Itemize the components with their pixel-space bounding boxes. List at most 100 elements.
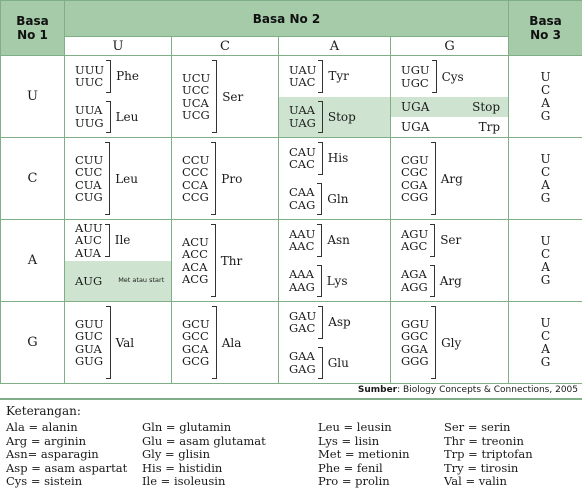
- codon: CUC: [75, 165, 103, 179]
- codon-list: CAU CAC: [289, 146, 318, 171]
- codon: CGU: [401, 152, 429, 167]
- third-base: U: [540, 69, 551, 84]
- first-base-u: U: [0, 55, 65, 138]
- amino-acid: Arg: [439, 273, 462, 288]
- third-base: C: [540, 82, 551, 97]
- amino-acid: Pro: [221, 171, 243, 186]
- amino-acid: Stop: [327, 109, 356, 124]
- amino-acid: Leu: [115, 171, 138, 186]
- amino-acid: Asp: [328, 315, 351, 330]
- codon: UGC: [401, 75, 429, 90]
- third-base: G: [540, 272, 551, 287]
- first-base-c: C: [0, 137, 65, 220]
- codon: CAA: [289, 185, 315, 200]
- third-base: A: [541, 341, 550, 356]
- codon-cell: GGU GGC GGA GGG Gly: [389, 301, 510, 384]
- codon: GGC: [401, 329, 429, 343]
- amino-acid: Cys: [441, 69, 464, 84]
- codon-bracket: [317, 182, 323, 215]
- legend-item: Leu = leusin: [318, 420, 392, 434]
- source-label: Sumber: [357, 385, 398, 395]
- codon-bracket: [317, 100, 323, 133]
- codon-list: GCU GCC GCA GCG: [182, 316, 212, 368]
- legend-item: Trp = triptofan: [444, 447, 533, 461]
- legend-item: Asn= asparagin: [6, 447, 99, 461]
- amino-acid: Ser: [222, 89, 244, 104]
- codon-list: UGU UGC: [401, 64, 432, 89]
- codon: GAU: [289, 308, 317, 323]
- codon-group: UGU UGC Cys: [391, 56, 508, 97]
- codon-bracket: [429, 264, 435, 297]
- third-base: A: [541, 95, 550, 110]
- legend: Keterangan: Ala = alanin Gln = glutamin Le…: [6, 404, 580, 489]
- codon-group: AUG Met atau start: [65, 260, 171, 301]
- codon-bracket: [106, 60, 112, 93]
- codon-cell-content: CAU CAC His CAA CAG Gln: [279, 138, 390, 219]
- codon-list: AAU AAC: [289, 228, 317, 253]
- codon-cell-content: GUU GUC GUA GUG Val: [65, 302, 171, 383]
- codon-group: GUU GUC GUA GUG Val: [65, 302, 171, 383]
- codon-bracket: [318, 60, 324, 93]
- header-base3-label: Basa No 3: [529, 14, 562, 42]
- amino-acid: Ser: [440, 233, 462, 248]
- codon: GUC: [75, 329, 103, 343]
- codon-group: AGU AGC Ser: [391, 220, 508, 261]
- codon-list: UCU UCC UCA UCG: [182, 71, 212, 122]
- header-base3: Basa No 3: [508, 0, 582, 56]
- codon-group: UUA UUG Leu: [65, 97, 171, 138]
- amino-acid: Asn: [327, 233, 350, 248]
- amino-acid: Phe: [116, 69, 139, 84]
- codon-cell-content: GAU GAC Asp GAA GAG Glu: [279, 302, 390, 383]
- codon: CCG: [182, 190, 209, 204]
- codon-line: UGA Stop: [391, 97, 509, 117]
- codon-group: GAA GAG Glu: [279, 343, 390, 384]
- codon-group: UUU UUC Phe: [65, 56, 171, 97]
- codon: CAC: [289, 157, 315, 172]
- amino-acid: Arg: [440, 171, 463, 186]
- codon-group: GCU GCC GCA GCG Ala: [172, 302, 278, 383]
- codon-list: AUG: [75, 274, 104, 288]
- codon: UAC: [289, 75, 316, 90]
- codon-group: CAU CAC His: [279, 138, 390, 179]
- codon-group: CCU CCC CCA CCG Pro: [172, 138, 278, 219]
- codon: GCC: [182, 329, 209, 343]
- codon: UGA: [401, 120, 430, 134]
- third-base: C: [540, 246, 551, 261]
- codon-list: CUU CUC CUA CUG: [75, 153, 105, 204]
- codon-list: GUU GUC GUA GUG: [75, 317, 106, 368]
- amino-acid: Ile: [114, 233, 131, 248]
- codon-group: GGU GGC GGA GGG Gly: [391, 302, 508, 383]
- codon-list: ACU ACC ACA ACG: [182, 235, 211, 286]
- codon-group: AGA AGG Arg: [391, 261, 508, 302]
- codon: GGU: [401, 316, 430, 331]
- codon-cell: GCU GCC GCA GCG Ala: [171, 301, 279, 384]
- codon: GCU: [182, 316, 210, 331]
- codon-group: AAU AAC Asn: [279, 220, 390, 261]
- codon: UUC: [75, 75, 104, 90]
- legend-item: His = histidin: [142, 460, 223, 475]
- third-base: G: [540, 108, 551, 123]
- codon-cell-content: ACU ACC ACA ACG Thr: [172, 220, 278, 301]
- codon-bracket: [317, 346, 323, 379]
- codon-bracket: [211, 306, 217, 379]
- codon-list: AGA AGG: [401, 268, 430, 293]
- codon-list: GAA GAG: [289, 350, 318, 375]
- second-base-g: G: [389, 36, 510, 56]
- codon: UCG: [182, 108, 210, 122]
- codon-row-g: G GUU GUC GUA GUG Val GCU GCC GCA GCG Ala GAU GAC Asp…: [0, 301, 582, 384]
- codon-group: AAA AAG Lys: [279, 261, 390, 302]
- codon-cell-content: AUU AUC AUA Ile AUG Met atau start: [65, 220, 171, 301]
- codon: UAA: [289, 103, 315, 118]
- amino-acid: Stop: [472, 100, 501, 114]
- codon-cell-content: CCU CCC CCA CCG Pro: [172, 138, 278, 219]
- codon-cell-content: UUU UUC Phe UUA UUG Leu: [65, 56, 171, 137]
- codon: GAA: [289, 349, 315, 364]
- codon-cell: GUU GUC GUA GUG Val: [64, 301, 172, 384]
- codon: GGA: [401, 341, 428, 356]
- legend-item: Asp = asam aspartat: [6, 460, 128, 475]
- codon-cell: AAU AAC Asn AAA AAG Lys: [278, 219, 391, 302]
